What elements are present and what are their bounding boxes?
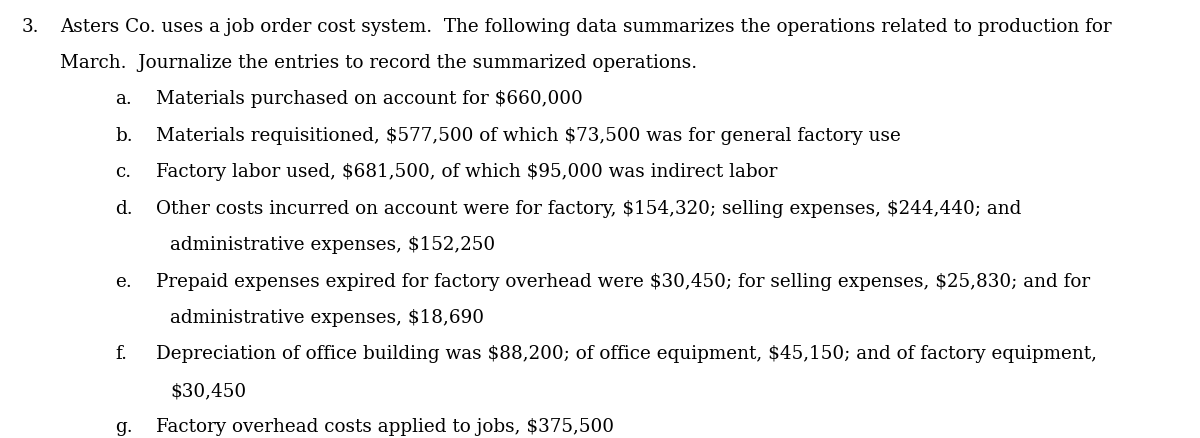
Text: b.: b. <box>115 127 133 145</box>
Text: administrative expenses, $18,690: administrative expenses, $18,690 <box>170 308 485 326</box>
Text: Depreciation of office building was $88,200; of office equipment, $45,150; and o: Depreciation of office building was $88,… <box>156 345 1097 363</box>
Text: g.: g. <box>115 417 133 435</box>
Text: Asters Co. uses a job order cost system.  The following data summarizes the oper: Asters Co. uses a job order cost system.… <box>60 18 1111 35</box>
Text: Materials requisitioned, $577,500 of which $73,500 was for general factory use: Materials requisitioned, $577,500 of whi… <box>156 127 901 145</box>
Text: e.: e. <box>115 272 132 290</box>
Text: administrative expenses, $152,250: administrative expenses, $152,250 <box>170 236 496 254</box>
Text: a.: a. <box>115 90 132 108</box>
Text: Prepaid expenses expired for factory overhead were $30,450; for selling expenses: Prepaid expenses expired for factory ove… <box>156 272 1090 290</box>
Text: Materials purchased on account for $660,000: Materials purchased on account for $660,… <box>156 90 583 108</box>
Text: d.: d. <box>115 199 133 217</box>
Text: c.: c. <box>115 163 131 181</box>
Text: Other costs incurred on account were for factory, $154,320; selling expenses, $2: Other costs incurred on account were for… <box>156 199 1021 217</box>
Text: $30,450: $30,450 <box>170 381 246 399</box>
Text: Factory labor used, $681,500, of which $95,000 was indirect labor: Factory labor used, $681,500, of which $… <box>156 163 778 181</box>
Text: Factory overhead costs applied to jobs, $375,500: Factory overhead costs applied to jobs, … <box>156 417 614 435</box>
Text: March.  Journalize the entries to record the summarized operations.: March. Journalize the entries to record … <box>60 54 697 72</box>
Text: f.: f. <box>115 345 127 363</box>
Text: 3.: 3. <box>22 18 40 35</box>
